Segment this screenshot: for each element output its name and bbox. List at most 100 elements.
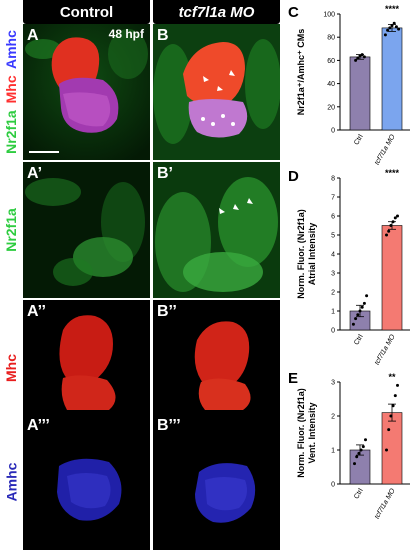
- data-point: [358, 309, 362, 313]
- data-point: [362, 55, 366, 59]
- data-point: [360, 305, 364, 309]
- treatment-header: tcf7l1a MO: [153, 0, 280, 24]
- panel-a2: A’’: [23, 300, 150, 436]
- panel-b2: B’’: [153, 300, 280, 436]
- panel-a3-image: [23, 414, 150, 550]
- data-point: [388, 26, 392, 30]
- panel-b1-image: [153, 162, 280, 298]
- y-tick-label: 0: [331, 128, 335, 135]
- row-label-text: Nr2f1a: [3, 208, 19, 252]
- data-point: [356, 56, 360, 60]
- data-point: [387, 428, 391, 432]
- data-point: [391, 404, 395, 408]
- panel-label: A’: [27, 165, 43, 182]
- panel-a2-image: [23, 300, 150, 412]
- data-point: [365, 294, 369, 298]
- row-label-nr2f1a: Nr2f1a: [3, 110, 20, 154]
- y-tick-label: 6: [331, 214, 335, 221]
- y-axis-title: Nr2f1a⁺/Amhc⁺ CMs: [296, 29, 306, 116]
- control-header: Control: [23, 0, 150, 24]
- panel-b3-image: [153, 414, 280, 550]
- category-label: Ctrl: [353, 133, 365, 146]
- row-label-text: Amhc: [3, 462, 19, 502]
- row-label-amhc-only: Amhc: [0, 414, 22, 550]
- data-point: [354, 58, 358, 62]
- data-point: [390, 24, 394, 28]
- panel-b3: B’’’: [153, 414, 280, 550]
- bar: [349, 56, 371, 131]
- data-point: [392, 21, 396, 25]
- y-tick-label: 80: [327, 35, 335, 42]
- y-tick-label: 3: [331, 271, 335, 278]
- data-point: [396, 383, 399, 387]
- data-point: [386, 28, 390, 32]
- data-point: [360, 53, 364, 57]
- panel-label: A’’: [27, 303, 46, 320]
- panel-b-image: [153, 24, 280, 160]
- category-label: tcf7l1a MO: [374, 333, 397, 366]
- category-label: Ctrl: [353, 333, 365, 346]
- y-tick-label: 5: [331, 233, 335, 240]
- y-tick-label: 4: [331, 252, 335, 259]
- data-point: [391, 220, 395, 224]
- row-label-nr2f1a-only: Nr2f1a: [0, 162, 22, 298]
- data-point: [356, 313, 360, 317]
- data-point: [362, 301, 366, 305]
- significance-label: ****: [385, 4, 400, 14]
- data-point: [396, 214, 399, 218]
- data-point: [387, 229, 391, 233]
- data-point: [353, 462, 356, 466]
- bar: [381, 27, 403, 131]
- data-point: [389, 414, 393, 418]
- data-point: [393, 394, 397, 398]
- stage-label: 48 hpf: [108, 27, 144, 41]
- data-point: [351, 322, 355, 326]
- chart-c-letter: C: [288, 4, 299, 21]
- data-point: [385, 448, 388, 452]
- data-point: [385, 233, 388, 237]
- y-tick-label: 100: [323, 12, 335, 19]
- panel-b: B: [153, 24, 280, 160]
- panel-label: B’: [157, 165, 173, 182]
- y-tick-label: 3: [331, 380, 335, 387]
- data-point: [397, 27, 401, 31]
- row-label-mhc: Mhc: [3, 75, 20, 104]
- y-tick-label: 2: [331, 290, 335, 297]
- panel-label: A’’’: [27, 417, 50, 434]
- charts-area: 0 20 40 60 80 100 Nr2f1a⁺/Amhc⁺ CMs Ctrl tcf7l1a…: [282, 0, 417, 550]
- category-label: tcf7l1a MO: [374, 487, 397, 520]
- chart-e-letter: E: [288, 370, 299, 387]
- y-tick-label: 1: [331, 309, 335, 316]
- y-axis-title: Atrial Intensity: [307, 223, 317, 286]
- row-label-amhc: Amhc: [3, 30, 20, 70]
- bar: [381, 412, 403, 485]
- significance-label: ****: [385, 168, 400, 178]
- y-tick-label: 40: [327, 81, 335, 88]
- y-tick-label: 1: [331, 448, 335, 455]
- panel-a3: A’’’: [23, 414, 150, 550]
- panel-a-image: [23, 24, 150, 160]
- panel-a1-image: [23, 162, 150, 298]
- significance-label: **: [388, 372, 396, 382]
- y-tick-label: 8: [331, 176, 335, 183]
- y-tick-label: 0: [331, 328, 335, 335]
- row-label-text: Mhc: [3, 354, 19, 382]
- y-tick-label: 60: [327, 58, 335, 65]
- panel-a1: A’: [23, 162, 150, 298]
- panel-a: A 48 hpf: [23, 24, 150, 160]
- y-axis-title: Vent. Intensity: [307, 402, 317, 463]
- data-point: [354, 317, 358, 321]
- data-point: [364, 438, 367, 442]
- y-tick-label: 0: [331, 482, 335, 489]
- row-label-merge: Nr2f1a Mhc Amhc: [0, 24, 22, 160]
- category-label: Ctrl: [353, 487, 365, 500]
- category-label: tcf7l1a MO: [374, 133, 397, 166]
- data-point: [389, 224, 393, 227]
- panel-label: B’’’: [157, 417, 181, 434]
- y-axis-title: Norm. Fluor. (Nr2f1a): [296, 388, 306, 478]
- data-point: [394, 25, 398, 29]
- y-tick-label: 20: [327, 104, 335, 111]
- data-point: [383, 33, 387, 37]
- data-point: [359, 448, 363, 452]
